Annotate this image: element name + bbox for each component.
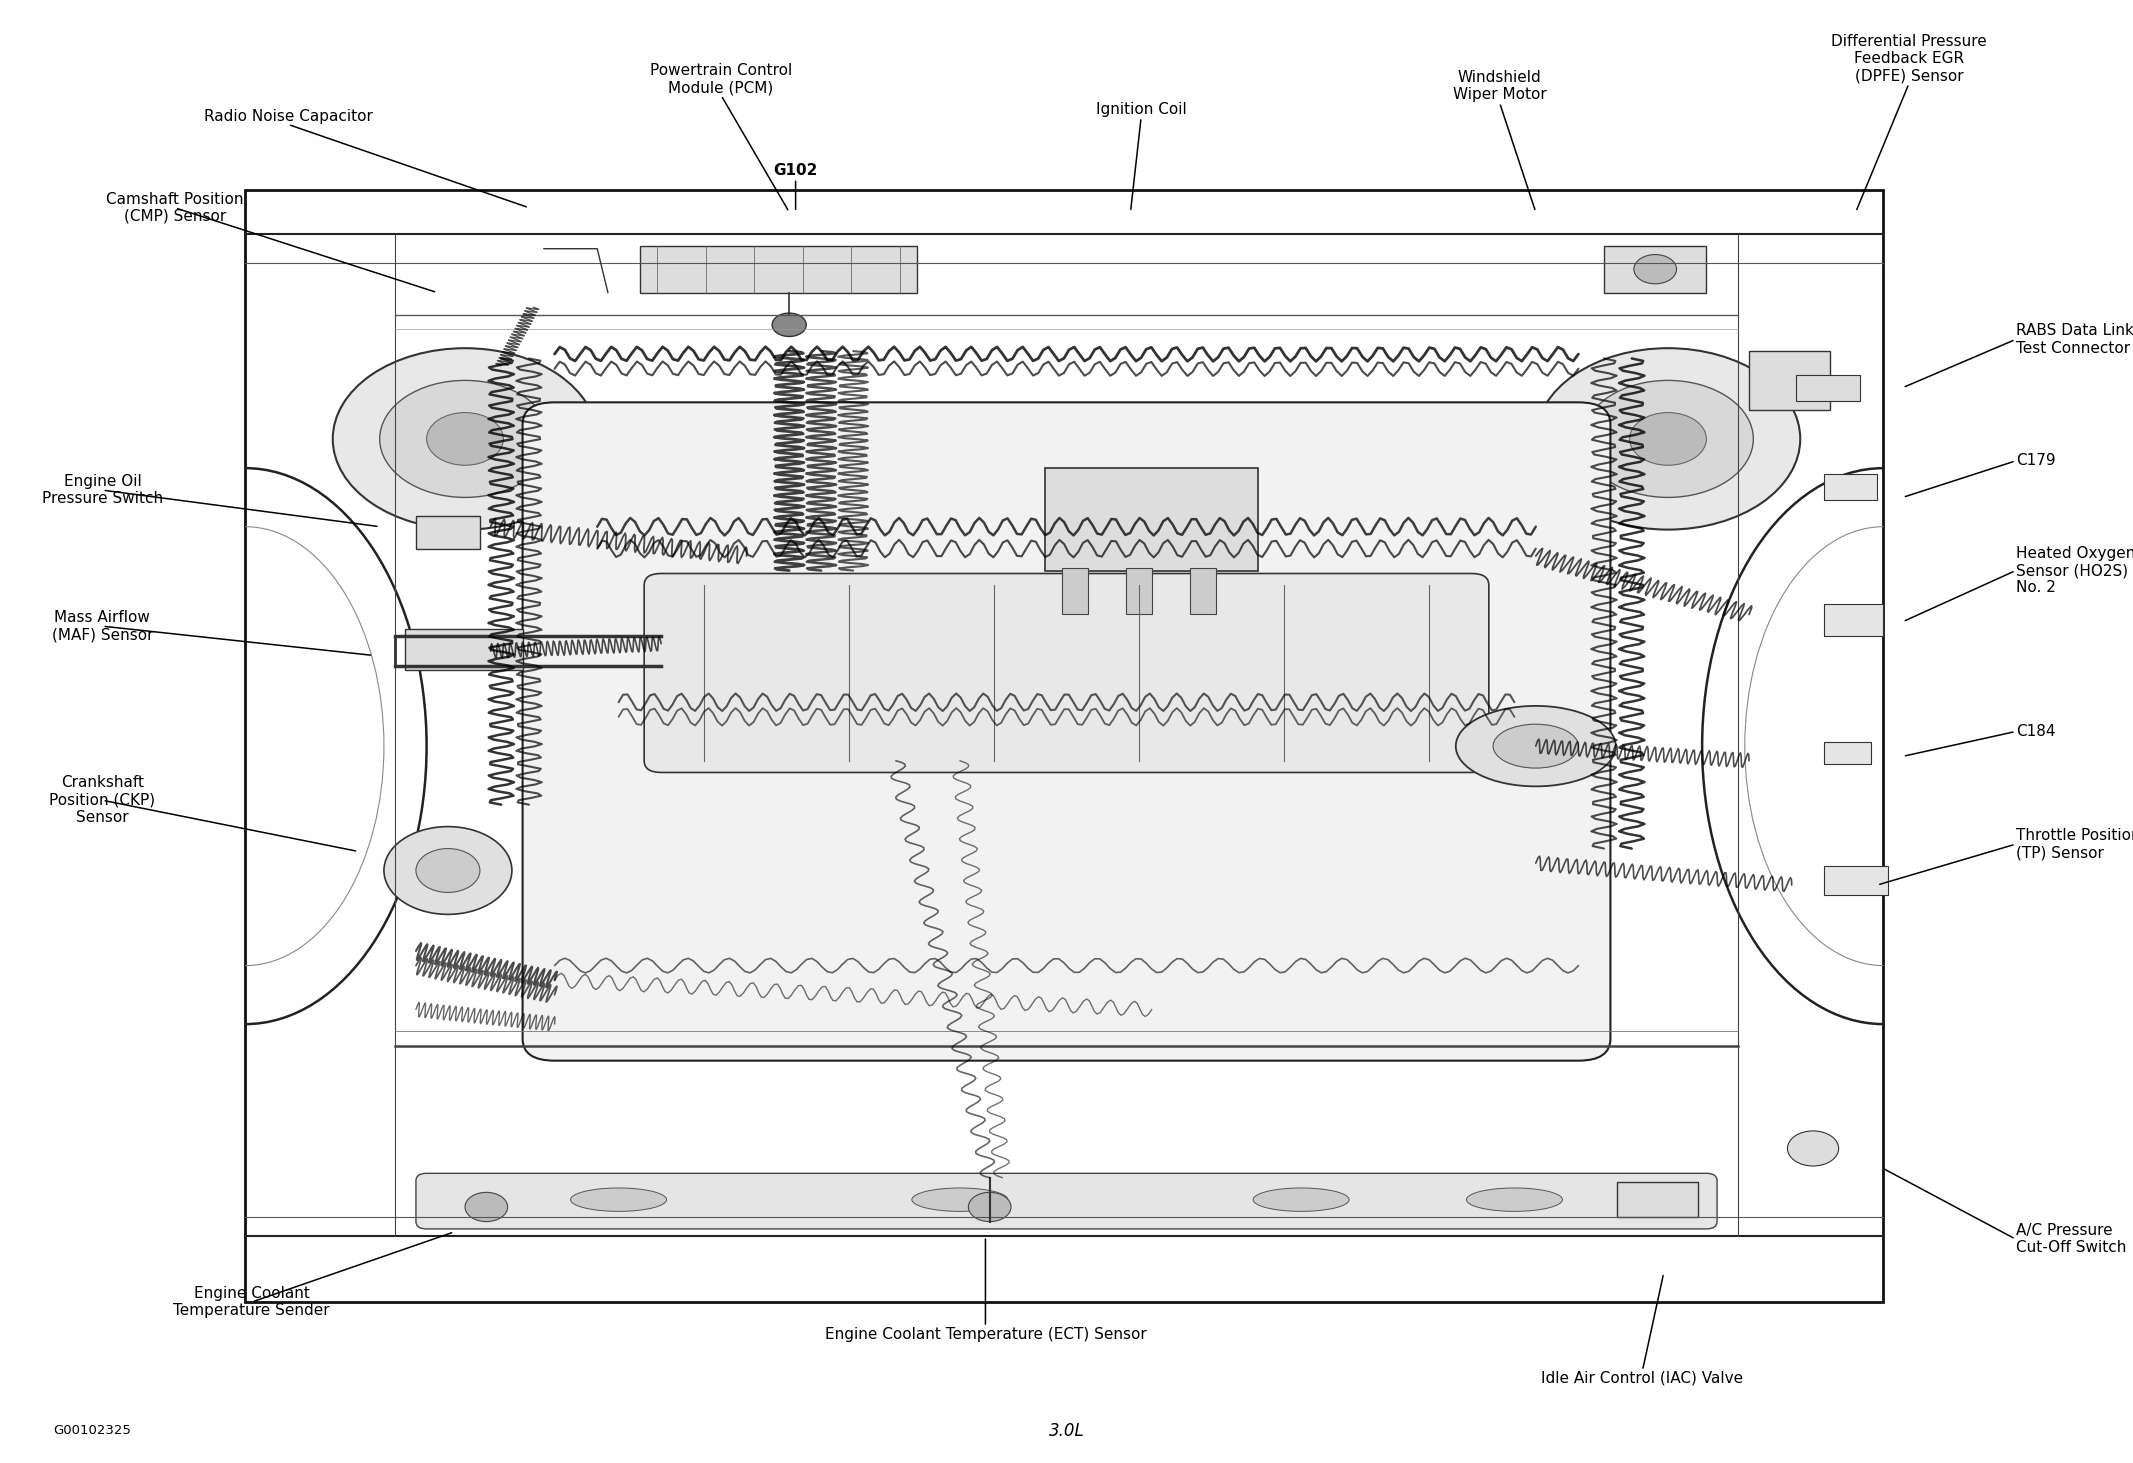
Text: Differential Pressure
Feedback EGR
(DPFE) Sensor: Differential Pressure Feedback EGR (DPFE… [1830, 34, 1988, 83]
Bar [405, 629, 523, 670]
Bar [1824, 604, 1883, 636]
Ellipse shape [1493, 724, 1578, 768]
Text: Heated Oxygen
Sensor (HO2S)
No. 2: Heated Oxygen Sensor (HO2S) No. 2 [2016, 546, 2133, 595]
Text: RABS Data Link
Test Connector: RABS Data Link Test Connector [2016, 323, 2133, 356]
Text: Engine Oil
Pressure Switch: Engine Oil Pressure Switch [43, 474, 162, 506]
Bar [1749, 351, 1830, 410]
Ellipse shape [1457, 707, 1617, 786]
Bar [1062, 568, 1088, 614]
Bar [1824, 474, 1877, 500]
Text: Windshield
Wiper Motor: Windshield Wiper Motor [1453, 70, 1546, 102]
Text: Camshaft Position
(CMP) Sensor: Camshaft Position (CMP) Sensor [107, 192, 243, 224]
Text: Engine Coolant
Temperature Sender: Engine Coolant Temperature Sender [173, 1286, 331, 1318]
Circle shape [465, 1192, 508, 1222]
Ellipse shape [1465, 1188, 1561, 1211]
Bar [245, 190, 1883, 1302]
Bar [1824, 742, 1871, 764]
Bar [1045, 468, 1258, 571]
Circle shape [416, 849, 480, 892]
Bar [1796, 375, 1860, 401]
Circle shape [380, 380, 550, 497]
Text: Crankshaft
Position (CKP)
Sensor: Crankshaft Position (CKP) Sensor [49, 775, 156, 825]
Bar [1604, 246, 1706, 293]
Bar [1190, 568, 1216, 614]
FancyBboxPatch shape [523, 402, 1610, 1061]
Circle shape [384, 827, 512, 914]
Text: Powertrain Control
Module (PCM): Powertrain Control Module (PCM) [651, 63, 791, 95]
Circle shape [772, 313, 806, 336]
Ellipse shape [570, 1188, 665, 1211]
FancyBboxPatch shape [416, 1173, 1717, 1229]
Text: A/C Pressure
Cut-Off Switch: A/C Pressure Cut-Off Switch [2016, 1223, 2127, 1255]
Bar [1617, 1182, 1698, 1217]
Ellipse shape [1252, 1188, 1350, 1211]
Text: Radio Noise Capacitor: Radio Noise Capacitor [203, 110, 373, 124]
Text: C184: C184 [2016, 724, 2056, 739]
Text: G102: G102 [774, 164, 817, 178]
Text: C179: C179 [2016, 454, 2056, 468]
Text: Idle Air Control (IAC) Valve: Idle Air Control (IAC) Valve [1542, 1371, 1743, 1385]
Circle shape [427, 413, 503, 465]
Circle shape [1583, 380, 1753, 497]
Bar [416, 516, 480, 549]
Circle shape [333, 348, 597, 530]
Text: Engine Coolant Temperature (ECT) Sensor: Engine Coolant Temperature (ECT) Sensor [825, 1327, 1145, 1342]
Circle shape [1536, 348, 1800, 530]
Circle shape [1630, 413, 1706, 465]
Text: Ignition Coil: Ignition Coil [1096, 102, 1186, 117]
Bar [1824, 866, 1888, 895]
Circle shape [1634, 255, 1677, 284]
FancyBboxPatch shape [644, 573, 1489, 772]
Bar [640, 246, 917, 293]
Bar [1126, 568, 1152, 614]
Text: Throttle Position
(TP) Sensor: Throttle Position (TP) Sensor [2016, 828, 2133, 860]
Text: Mass Airflow
(MAF) Sensor: Mass Airflow (MAF) Sensor [51, 610, 154, 642]
Text: 3.0L: 3.0L [1049, 1422, 1084, 1440]
Circle shape [1787, 1131, 1839, 1166]
Circle shape [968, 1192, 1011, 1222]
Text: G00102325: G00102325 [53, 1425, 132, 1437]
Ellipse shape [913, 1188, 1009, 1211]
